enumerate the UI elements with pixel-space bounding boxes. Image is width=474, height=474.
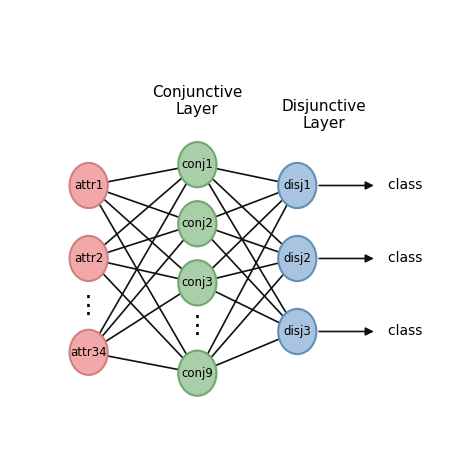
Text: attr2: attr2 xyxy=(74,252,103,265)
Text: attr1: attr1 xyxy=(74,179,103,192)
Text: disj3: disj3 xyxy=(283,325,311,338)
Circle shape xyxy=(178,351,217,396)
Text: ⋮: ⋮ xyxy=(76,293,101,318)
Text: ⋮: ⋮ xyxy=(185,314,210,338)
Text: Disjunctive
Layer: Disjunctive Layer xyxy=(282,99,366,131)
Text: class: class xyxy=(388,179,427,192)
Text: class: class xyxy=(388,325,427,338)
Text: conj3: conj3 xyxy=(182,276,213,289)
Text: disj2: disj2 xyxy=(283,252,311,265)
Circle shape xyxy=(178,201,217,246)
Text: attr34: attr34 xyxy=(70,346,107,359)
Text: conj1: conj1 xyxy=(182,158,213,171)
Circle shape xyxy=(278,309,317,354)
Circle shape xyxy=(70,236,108,281)
Text: class: class xyxy=(388,252,427,265)
Text: disj1: disj1 xyxy=(283,179,311,192)
Circle shape xyxy=(70,330,108,375)
Circle shape xyxy=(278,236,317,281)
Circle shape xyxy=(178,260,217,305)
Text: conj9: conj9 xyxy=(182,367,213,380)
Text: Conjunctive
Layer: Conjunctive Layer xyxy=(152,85,243,117)
Circle shape xyxy=(178,142,217,187)
Circle shape xyxy=(70,163,108,208)
Circle shape xyxy=(278,163,317,208)
Text: conj2: conj2 xyxy=(182,217,213,230)
